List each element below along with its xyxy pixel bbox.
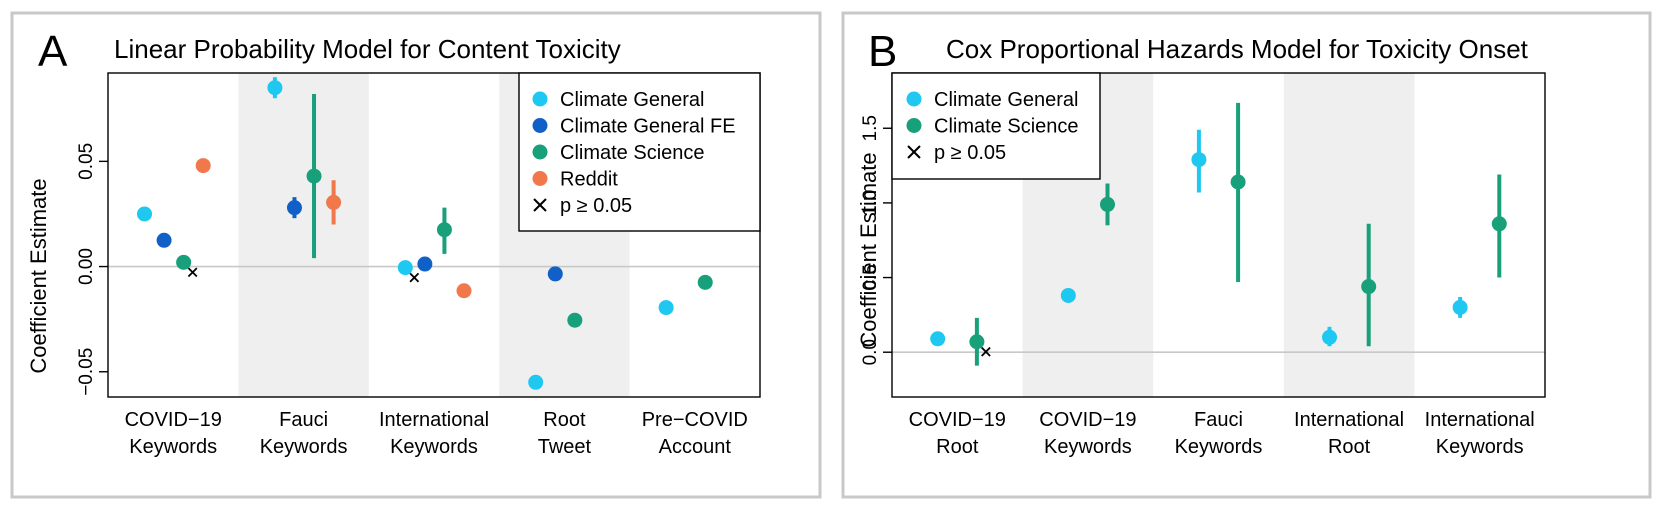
panel-a-point-reddit-international-keywords [456,283,472,299]
panel-a: A Linear Probability Model for Content T… [10,11,822,499]
panel-b-point-climate-general-covid-19-root [930,331,946,347]
panel-b: B Cox Proportional Hazards Model for Tox… [841,11,1652,499]
panel-b-x-category-label: International [1425,409,1535,431]
panel-a-point-climate-general-international-keywords [397,260,413,276]
panel-b-title: Cox Proportional Hazards Model for Toxic… [946,34,1529,64]
panel-b-y-tick-label: 0.0 [860,339,881,365]
panel-a-y-tick-label: 0.05 [76,143,97,180]
panel-a-x-category-label: Tweet [538,436,592,458]
panel-b-x-category-label: International [1294,409,1404,431]
panel-a-legend-label-climate-general-fe: Climate General FE [560,116,736,138]
panel-a-x-category-label: Keywords [390,436,478,458]
panel-a-point-climate-science-root-tweet [567,312,583,328]
panel-a-legend-swatch-nonsig [533,198,547,212]
panel-b-point-climate-science-international-root [1361,279,1377,295]
panel-b-point-climate-science-fauci-keywords [1230,174,1246,190]
panel-a-y-tick-label: −0.05 [76,348,97,396]
panel-b-x-category-label: COVID−19 [1039,409,1136,431]
panel-a-legend-swatch-climate-science [532,144,548,160]
panel-b-x-category-label: Keywords [1175,436,1263,458]
panel-a-legend-swatch-reddit [532,171,548,186]
panel-a-x-category-label: COVID−19 [125,409,222,431]
panel-a-x-category-label: Root [543,409,586,431]
panel-a-x-category-label: Account [659,436,732,458]
panel-b-plot: 0.0 0.5 1.0 1.5 COVID−19 Root COVID−19 Keywords… [860,72,1546,458]
panel-a-plot: −0.05 0.00 0.05 COVID−19 Keywords Fauci Keywor… [76,72,761,458]
panel-b-x-category-label: Keywords [1044,436,1132,458]
panel-a-x-category-label: Fauci [279,409,328,431]
panel-a-point-climate-general-fe-international-keywords [417,256,433,272]
panel-a-legend-swatch-climate-general [532,91,548,107]
panel-b-letter: B [868,27,897,76]
panel-a-legend-box [518,72,761,232]
panel-a-legend-swatch-climate-general-fe [532,118,548,133]
panel-b-point-climate-science-covid-19-root-nonsig-marker [981,346,991,357]
panel-b-legend-label-p-0-05: p ≥ 0.05 [934,142,1006,164]
panel-a-point-climate-general-fe-covid-19-keywords [156,232,172,248]
panel-a-x-category-label: Keywords [129,436,217,458]
panel-a-point-climate-science-covid-19-keywords [176,254,192,270]
panel-b-legend-label-climate-science: Climate Science [934,116,1079,138]
panel-a-point-climate-general-root-tweet [528,374,544,390]
panel-a-point-climate-science-covid-19-keywords-nonsig-marker [187,267,198,278]
panel-b-x-category-label: Root [1328,436,1371,458]
panel-a-x-category-label: Pre−COVID [642,409,748,431]
panel-a-y-tick-label: 0.00 [76,248,97,285]
panel-b-border [841,11,1652,499]
panel-a-legend-label-reddit: Reddit [560,169,618,191]
panel-a-point-climate-general-fauci-keywords [267,80,283,96]
panel-b-legend: Climate General Climate Science p ≥ 0.05 [891,72,1101,180]
panel-a-point-climate-general-fe-root-tweet [547,266,563,282]
panel-b-legend-swatch-nonsig [907,145,921,159]
panel-a-shaded-band [238,73,369,397]
panel-a-title: Linear Probability Model for Content Tox… [114,34,621,64]
panel-a-point-climate-general-pre-covid-account [658,300,674,316]
panel-a-point-climate-science-pre-covid-account [697,274,713,290]
panel-b-x-category-label: COVID−19 [909,409,1006,431]
panel-b-x-category-label: Keywords [1436,436,1524,458]
panel-b-y-axis-title: Coefficient Estimate [856,152,881,347]
panel-b-shaded-band [1283,73,1415,397]
panel-b-legend-swatch-climate-science [906,118,922,133]
panel-b-y-tick-label: 1.0 [860,190,881,216]
panel-b-legend-label-climate-general: Climate General [934,89,1079,111]
panel-b-y-tick-label: 1.5 [860,115,881,141]
panel-b-point-climate-science-international-keywords [1491,216,1507,232]
panel-b-point-climate-science-covid-19-root [969,334,985,350]
panel-a-y-axis-title: Coefficient Estimate [26,178,51,373]
panel-b-legend-swatch-climate-general [906,91,922,107]
panel-a-x-category-label: Keywords [260,436,348,458]
panel-a-point-climate-science-international-keywords [436,222,452,238]
panel-a-legend-label-climate-science: Climate Science [560,142,705,164]
panel-a-plot-frame [107,72,761,398]
panel-a-point-climate-general-international-keywords-nonsig-marker [409,272,420,283]
panel-a-point-climate-science-fauci-keywords [306,168,322,184]
panel-b-point-climate-general-covid-19-keywords [1060,287,1076,303]
panel-a-border [10,11,822,499]
panel-a-legend: Climate General Climate General FE Climate… [518,72,761,232]
panel-b-plot-frame [891,72,1546,398]
panel-a-legend-label-climate-general: Climate General [560,89,705,111]
panel-a-point-climate-general-covid-19-keywords [137,206,153,222]
panel-a-legend-label-p-0-05: p ≥ 0.05 [560,195,632,217]
panel-b-x-category-label: Fauci [1194,409,1243,431]
panel-b-point-climate-general-international-keywords [1452,299,1468,315]
panel-a-letter: A [38,27,68,76]
panel-a-point-reddit-fauci-keywords [326,194,342,210]
panel-b-legend-box [891,72,1101,180]
panel-b-x-category-label: Root [936,436,979,458]
panel-b-point-climate-general-fauci-keywords [1191,152,1207,168]
panel-a-point-climate-general-fe-fauci-keywords [286,200,302,216]
panel-b-point-climate-general-international-root [1322,329,1338,345]
panel-a-x-category-label: International [379,409,489,431]
panel-a-point-reddit-covid-19-keywords [195,158,211,174]
panel-b-point-climate-science-covid-19-keywords [1099,196,1115,212]
panel-b-y-tick-label: 0.5 [860,264,881,290]
